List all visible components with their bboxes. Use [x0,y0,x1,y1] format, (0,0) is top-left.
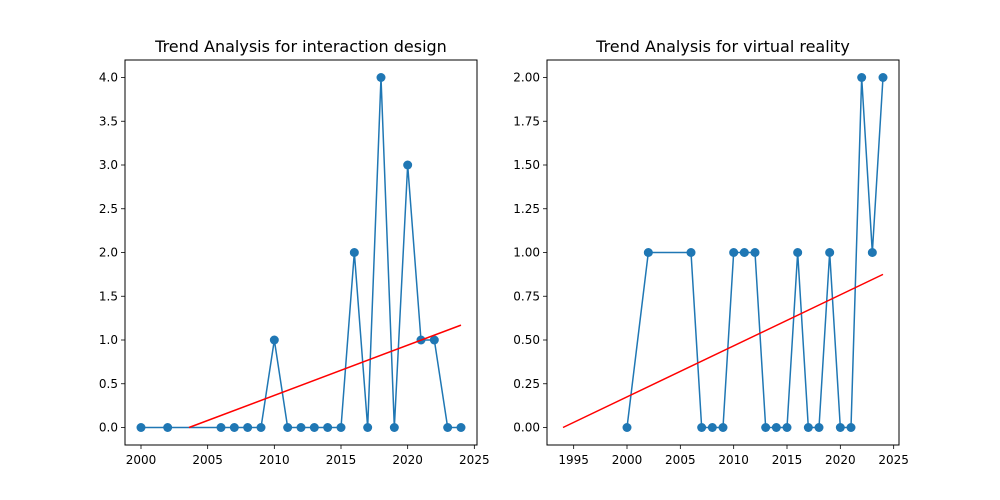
data-point [771,423,781,432]
data-point [793,248,803,257]
data-point [163,423,173,432]
y-tick-label: 0.5 [99,377,118,391]
x-tick-label: 2000 [612,453,643,467]
x-axis: 2000 2005 2010 2015 2020 2025 [126,445,490,467]
x-tick-label: 2005 [192,453,223,467]
data-point [857,73,867,82]
data-point [136,423,146,432]
data-point [782,423,792,432]
data-point [363,423,373,432]
data-point [835,423,845,432]
x-tick-label: 2005 [665,453,696,467]
y-tick-label: 1.25 [513,202,540,216]
chart-title: Trend Analysis for interaction design [154,37,447,56]
y-tick-label: 0.0 [99,421,118,435]
y-tick-label: 1.00 [513,246,540,260]
x-tick-label: 2020 [825,453,856,467]
y-tick-label: 2.5 [99,202,118,216]
data-point [389,423,399,432]
data-point [216,423,226,432]
data-point [336,423,346,432]
data-point [718,423,728,432]
data-point [229,423,239,432]
y-tick-label: 3.5 [99,114,118,128]
data-point [296,423,306,432]
y-tick-label: 1.75 [513,114,540,128]
data-point [761,423,771,432]
data-point [729,248,739,257]
x-tick-label: 2015 [772,453,803,467]
y-tick-label: 0.50 [513,333,540,347]
data-point [867,248,877,257]
x-axis: 1995 2000 2005 2010 2015 2020 2025 [558,445,909,467]
plot-area [562,73,888,432]
x-tick-label: 2025 [878,453,909,467]
data-point [686,248,696,257]
data-point [256,423,266,432]
plot-interaction-design: Trend Analysis for interaction design 20… [99,37,490,467]
data-point [283,423,293,432]
x-tick-label: 1995 [558,453,589,467]
y-tick-label: 4.0 [99,71,118,85]
x-tick-label: 2010 [259,453,290,467]
data-point [443,423,453,432]
y-tick-label: 2.00 [513,71,540,85]
data-point [814,423,824,432]
y-tick-label: 1.5 [99,289,118,303]
y-tick-label: 1.50 [513,158,540,172]
data-point [622,423,632,432]
data-point [878,73,888,82]
x-tick-label: 2020 [392,453,423,467]
y-tick-label: 0.25 [513,377,540,391]
y-axis: 0.0 0.5 1.0 1.5 2.0 2.5 3.0 3.5 4.0 [99,71,125,435]
data-point [349,248,359,257]
y-tick-label: 0.75 [513,289,540,303]
data-point [643,248,653,257]
x-tick-label: 2015 [326,453,357,467]
data-point [376,73,386,82]
data-point [750,248,760,257]
data-point [269,335,279,345]
data-point [456,423,466,432]
data-point [825,248,835,257]
plot-area [136,73,466,432]
plot-virtual-reality: Trend Analysis for virtual reality 1995 2… [513,37,909,467]
trend-line [562,273,884,429]
y-tick-label: 1.0 [99,333,118,347]
x-tick-label: 2010 [718,453,749,467]
data-point [707,423,717,432]
x-tick-label: 2000 [126,453,157,467]
data-point [739,248,749,257]
chart-title: Trend Analysis for virtual reality [595,37,850,56]
y-tick-label: 2.0 [99,246,118,260]
data-point [697,423,707,432]
data-point [403,160,413,170]
data-point [309,423,319,432]
y-tick-label: 0.00 [513,421,540,435]
data-point [429,335,439,345]
data-point [323,423,333,432]
y-axis: 0.00 0.25 0.50 0.75 1.00 1.25 1.50 1.75 2.00 [513,71,547,435]
data-point [243,423,253,432]
data-point [846,423,856,432]
x-tick-label: 2025 [459,453,490,467]
data-point [803,423,813,432]
y-tick-label: 3.0 [99,158,118,172]
trend-line [188,324,462,429]
